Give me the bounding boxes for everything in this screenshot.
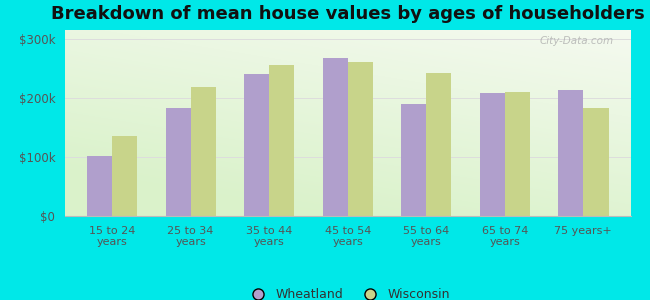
Bar [269,65,294,216]
Bar [558,90,584,216]
Legend: Wheatland, Wisconsin: Wheatland, Wisconsin [240,284,456,300]
Bar [190,87,216,216]
Title: Breakdown of mean house values by ages of householders: Breakdown of mean house values by ages o… [51,5,645,23]
Bar [87,156,112,216]
Text: City-Data.com: City-Data.com [540,36,614,46]
Bar [166,108,190,216]
Bar [244,74,269,216]
Bar [348,62,373,216]
Bar [112,136,137,216]
Bar [322,58,348,216]
Bar [480,93,505,216]
Bar [505,92,530,216]
Bar [426,73,452,216]
Bar [584,108,608,216]
Bar [401,104,426,216]
